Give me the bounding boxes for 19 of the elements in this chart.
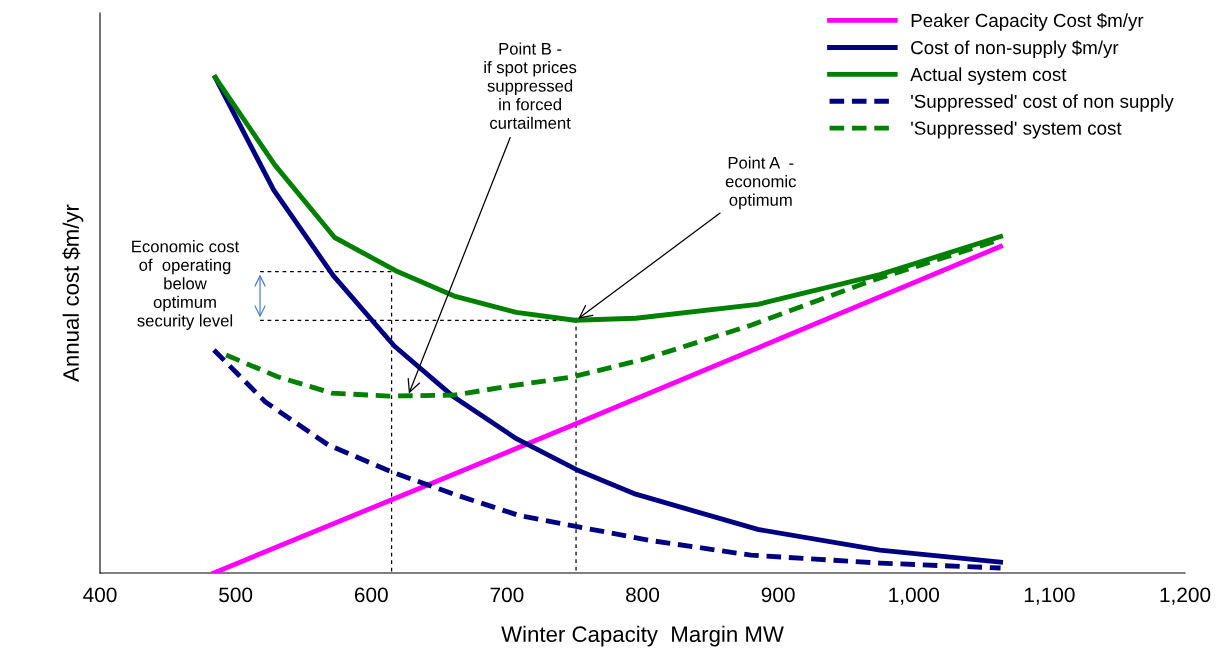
y-axis-title: Annual cost $m/yr	[62, 204, 84, 382]
x-axis-title: Winter Capacity Margin MW	[501, 625, 784, 647]
x-tick-label: 500	[219, 587, 253, 603]
annotation: Economic cost of operating below optimum security level	[132, 240, 240, 330]
x-tick-label: 600	[354, 587, 388, 603]
x-tick-label: 1,000	[889, 587, 939, 605]
legend-label: Cost of non-supply $m/yr	[911, 40, 1119, 58]
x-tick-label: 700	[490, 587, 524, 603]
x-tick-label: 1,200	[1160, 587, 1211, 605]
legend-label: 'Suppressed' system cost	[911, 121, 1122, 139]
legend-label: 'Suppressed' cost of non supply	[911, 94, 1174, 112]
legend-label: Peaker Capacity Cost $m/yr	[911, 13, 1144, 31]
x-tick-label: 1,100	[1024, 587, 1075, 605]
annotation: Point B - if spot prices suppressed in forced curtailment	[484, 42, 577, 129]
x-tick-label: 800	[626, 587, 660, 603]
x-tick-label: 400	[83, 587, 117, 603]
annotation: Point A - economic optimum	[725, 156, 796, 210]
legend-label: Actual system cost	[910, 67, 1067, 85]
x-tick-label: 900	[761, 587, 795, 603]
